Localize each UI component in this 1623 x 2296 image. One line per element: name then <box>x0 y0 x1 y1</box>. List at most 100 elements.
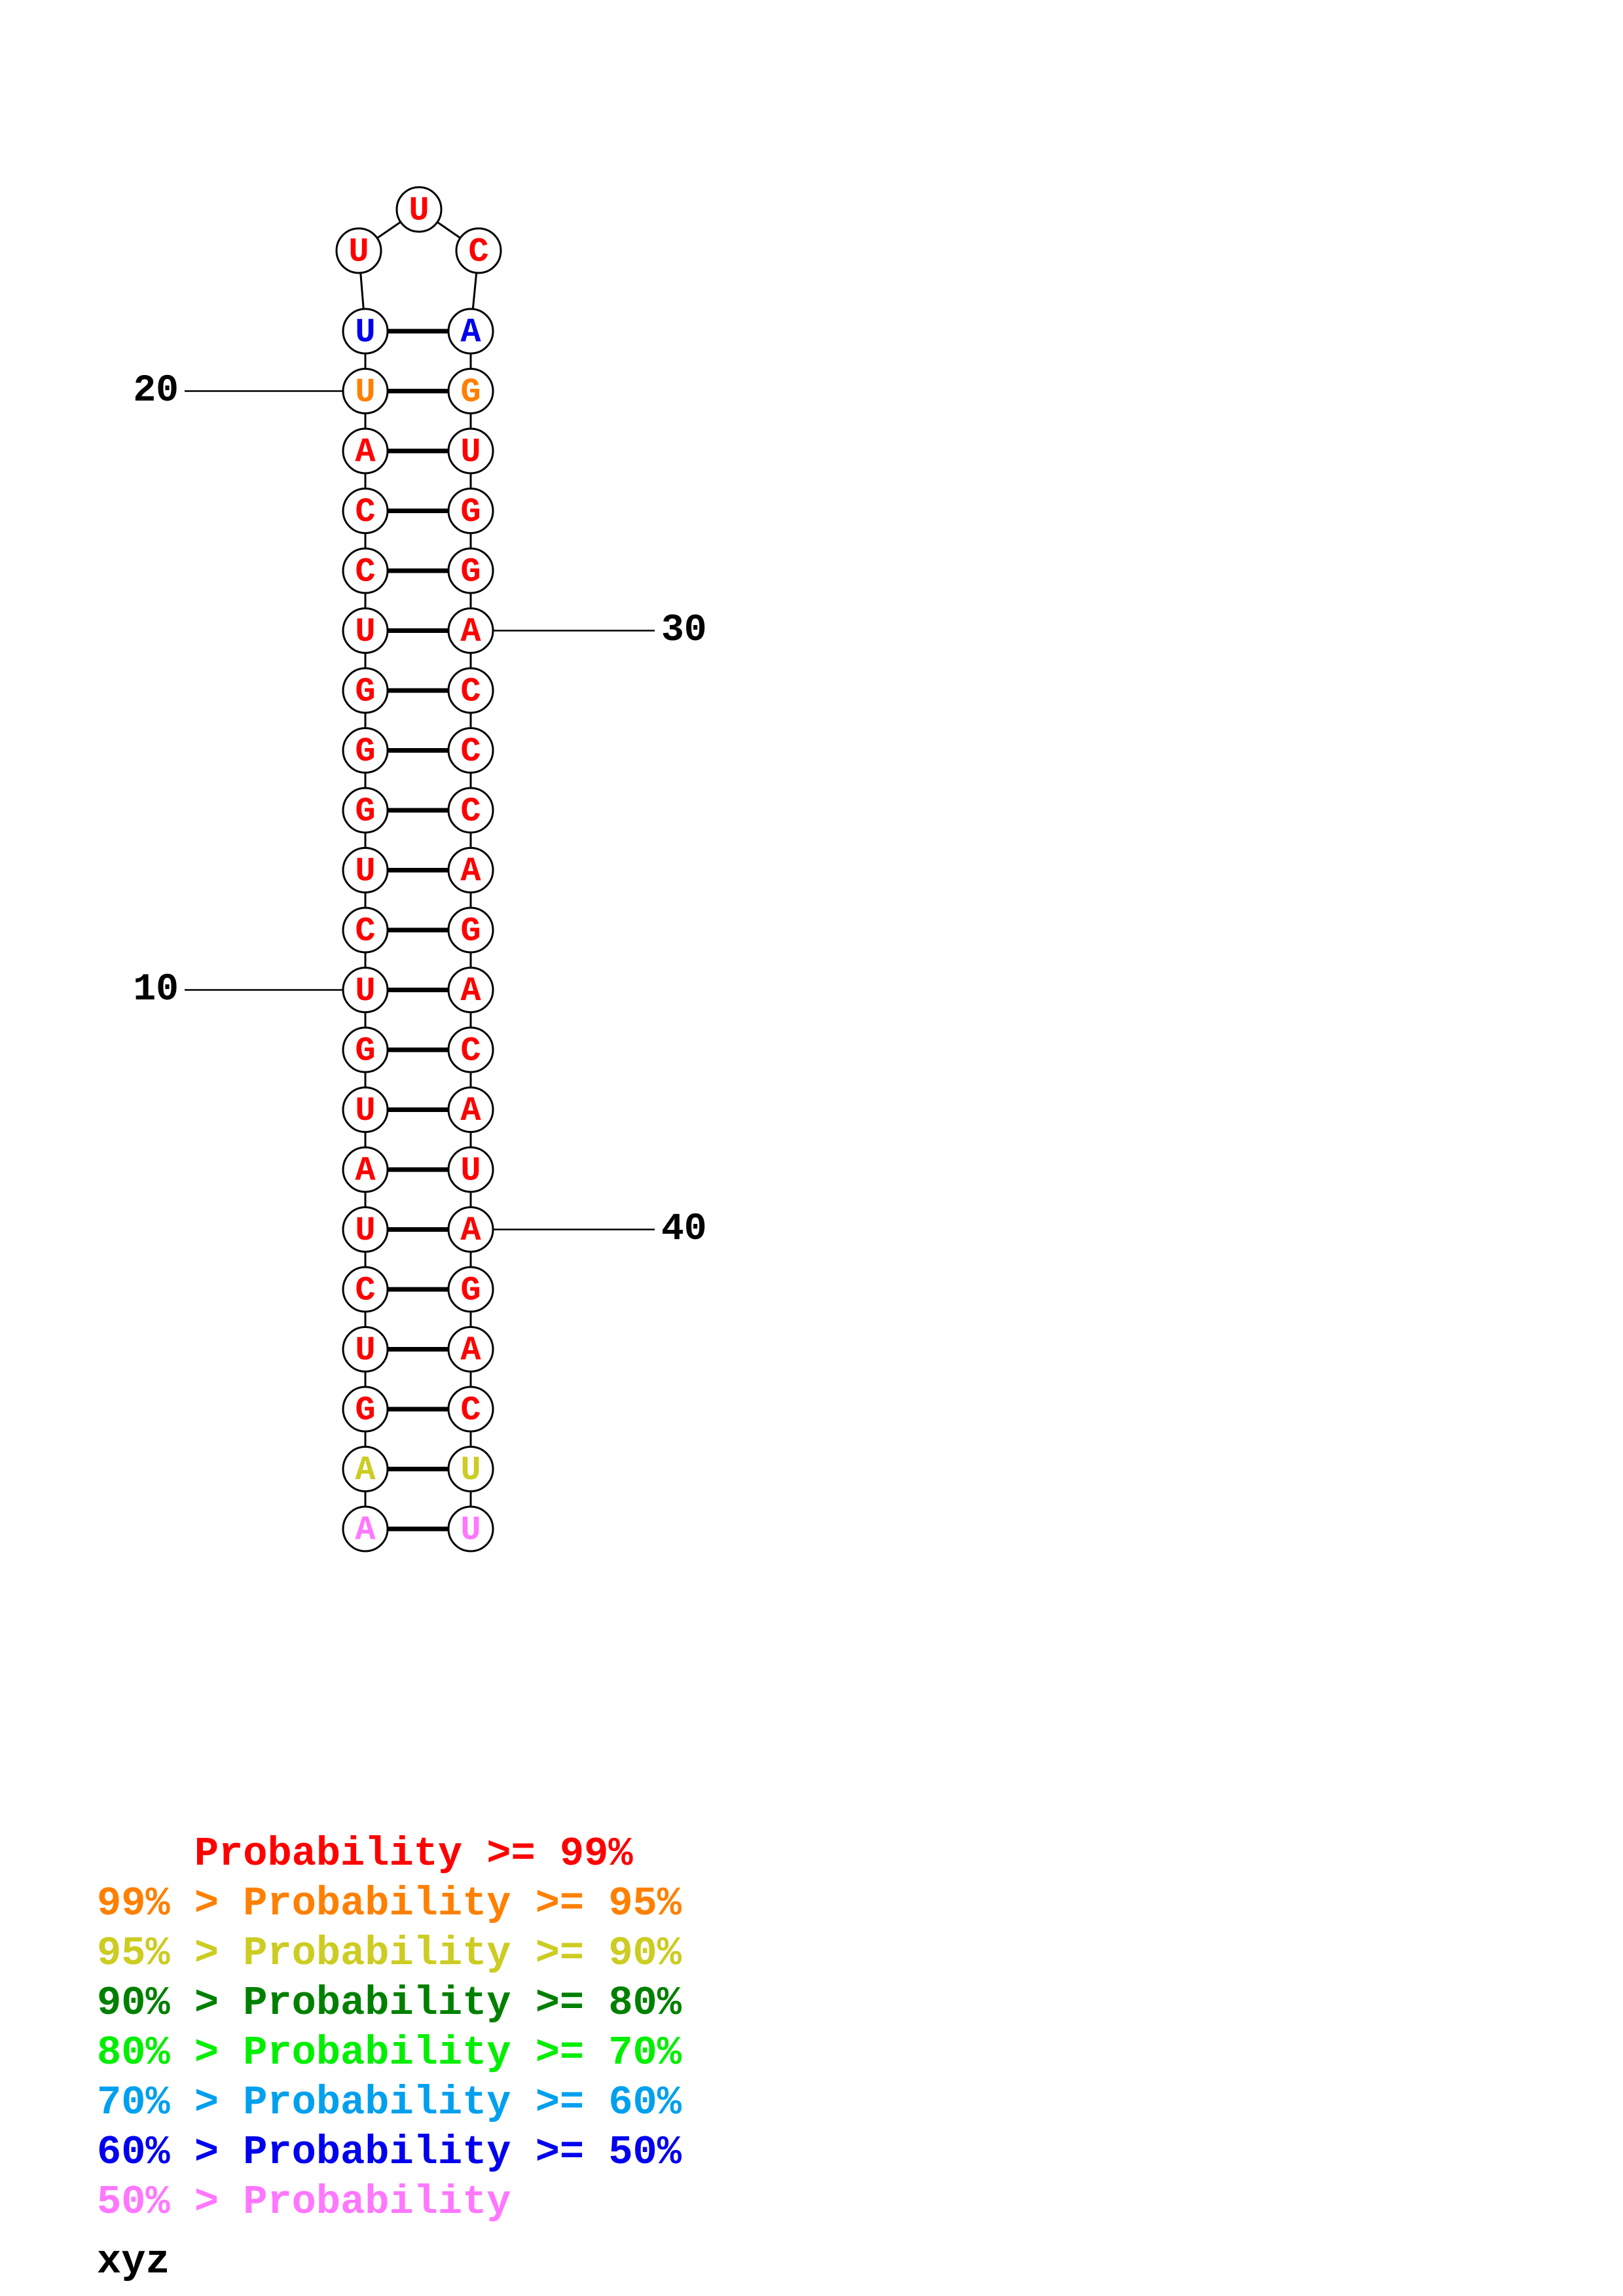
nucleotide-base-letter: C <box>460 732 481 771</box>
caption: xyz <box>97 2238 170 2285</box>
nucleotide-22: U <box>335 227 382 274</box>
nucleotide-base-letter: U <box>355 1092 375 1130</box>
nucleotide-base-letter: A <box>355 1511 376 1550</box>
nucleotide-17: C <box>342 547 389 594</box>
nucleotide-29: G <box>447 547 494 594</box>
nucleotide-base-letter: U <box>348 233 369 272</box>
nucleotide-base-letter: U <box>355 373 375 412</box>
position-label-30: 30 <box>661 609 707 652</box>
nucleotide-4: U <box>342 1326 389 1372</box>
nucleotide-circle <box>342 1086 389 1133</box>
nucleotide-circle <box>342 1326 389 1372</box>
legend-entry: Probability >= 99% <box>97 1831 633 1877</box>
nucleotide-26: G <box>447 368 494 414</box>
legend-entry: 99% > Probability >= 95% <box>97 1880 682 1927</box>
nucleotide-20: U <box>342 368 389 414</box>
nucleotide-23: U <box>395 186 443 233</box>
nucleotide-base-letter: U <box>460 1451 481 1490</box>
nucleotide-19: A <box>342 427 389 475</box>
nucleotide-circle <box>447 787 494 834</box>
nucleotide-37: C <box>447 1026 494 1073</box>
nucleotide-circle <box>447 1086 494 1133</box>
nucleotide-1: A <box>342 1505 389 1552</box>
nucleotide-circle <box>342 1146 389 1193</box>
nucleotide-circle <box>447 1146 494 1193</box>
nucleotide-base-letter: A <box>460 1211 481 1250</box>
nucleotide-circle <box>447 1326 494 1372</box>
nucleotide-circle <box>395 186 443 233</box>
nucleotide-circle <box>342 1446 389 1492</box>
position-label-lines: 20 10 30 40 <box>133 370 706 1251</box>
nucleotide-circle <box>342 967 389 1013</box>
nucleotide-base-letter: U <box>409 192 429 230</box>
nucleotide-44: U <box>447 1446 494 1492</box>
legend-entry: 70% > Probability >= 60% <box>97 2079 682 2126</box>
nucleotide-13: G <box>342 787 389 834</box>
nucleotide-circle <box>447 547 494 594</box>
nucleotide-base-letter: C <box>355 493 375 531</box>
nucleotide-circle <box>447 368 494 414</box>
nucleotide-base-letter: C <box>460 1391 481 1430</box>
legend-entry: 80% > Probability >= 70% <box>97 2030 682 2076</box>
nucleotide-circle <box>342 427 389 475</box>
nucleotide-circle <box>447 1505 494 1552</box>
nucleotide-circle <box>342 368 389 414</box>
nucleotide-33: C <box>447 787 494 834</box>
nucleotide-circle <box>447 667 494 714</box>
nucleotide-25: A <box>447 308 494 355</box>
nucleotide-circle <box>447 967 494 1013</box>
nucleotide-18: C <box>342 488 389 534</box>
legend-entry: 90% > Probability >= 80% <box>97 1980 682 2026</box>
nucleotide-circle <box>342 1266 389 1313</box>
nucleotide-42: A <box>447 1326 494 1372</box>
position-label-10: 10 <box>133 969 179 1011</box>
nucleotide-circle <box>335 227 382 274</box>
nucleotide-base-letter: G <box>460 912 481 951</box>
nucleotide-34: A <box>447 847 494 893</box>
nucleotide-circle <box>342 1386 389 1433</box>
nucleotide-11: C <box>342 906 389 954</box>
nucleotide-base-letter: A <box>355 1152 376 1191</box>
nucleotide-base-letter: A <box>355 1451 376 1490</box>
nucleotide-7: A <box>342 1146 389 1193</box>
nucleotide-circle <box>447 488 494 534</box>
nucleotide-base-letter: G <box>355 1032 375 1071</box>
nucleotide-43: C <box>447 1386 494 1433</box>
nucleotide-base-letter: A <box>460 972 481 1011</box>
nucleotide-12: U <box>342 847 389 893</box>
nucleotide-27: U <box>447 427 494 475</box>
nucleotide-2: A <box>342 1446 389 1492</box>
nucleotide-base-letter: U <box>355 972 375 1011</box>
nucleotide-circle <box>342 906 389 954</box>
nucleotide-base-letter: G <box>460 373 481 412</box>
nucleotide-16: U <box>342 607 389 654</box>
position-label-20: 20 <box>133 370 179 412</box>
nucleotide-base-letter: C <box>460 793 481 831</box>
nucleotides: AAGUCUAUGUCUGGGUCCAUUUUCAGUGGACCCAGACAUA… <box>335 186 502 1552</box>
nucleotide-31: C <box>447 667 494 714</box>
nucleotide-circle <box>447 906 494 954</box>
nucleotide-45: U <box>447 1505 494 1552</box>
nucleotide-base-letter: G <box>460 553 481 592</box>
nucleotide-base-letter: C <box>460 673 481 711</box>
nucleotide-base-letter: G <box>355 1391 375 1430</box>
nucleotide-circle <box>447 727 494 774</box>
position-label-40: 40 <box>661 1208 707 1251</box>
nucleotide-24: C <box>455 227 502 274</box>
nucleotide-41: G <box>447 1266 494 1313</box>
nucleotide-circle <box>447 1386 494 1433</box>
nucleotide-circle <box>455 227 502 274</box>
nucleotide-base-letter: U <box>460 1152 481 1191</box>
nucleotide-base-letter: C <box>468 233 488 272</box>
nucleotide-base-letter: A <box>460 1092 481 1130</box>
nucleotide-base-letter: U <box>355 314 375 352</box>
nucleotide-circle <box>342 1505 389 1552</box>
legend-entry: 60% > Probability >= 50% <box>97 2129 682 2176</box>
probability-legend: Probability >= 99% 99% > Probability >= 9… <box>97 1829 682 2227</box>
nucleotide-base-letter: C <box>355 1272 375 1310</box>
nucleotide-base-letter: C <box>460 1032 481 1071</box>
nucleotide-base-letter: A <box>460 314 481 352</box>
nucleotide-base-letter: U <box>355 852 375 891</box>
nucleotide-39: U <box>447 1146 494 1193</box>
nucleotide-38: A <box>447 1086 494 1133</box>
